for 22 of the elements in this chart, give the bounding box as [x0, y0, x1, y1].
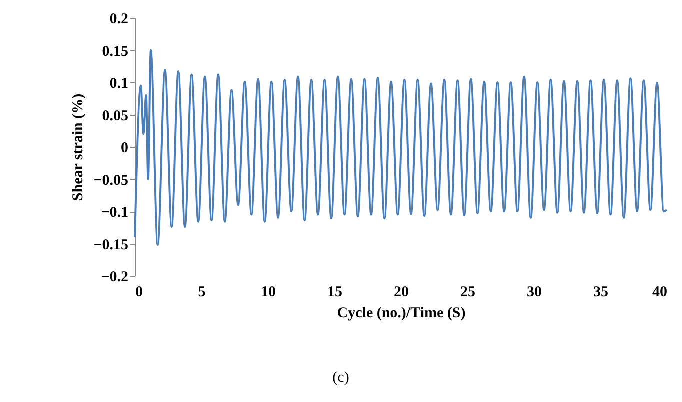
- x-tick-label: 35: [594, 284, 608, 300]
- x-tick-label: 0: [136, 284, 143, 300]
- y-tick-label: −0.15: [94, 237, 128, 254]
- x-tick-label: 20: [394, 284, 409, 300]
- x-tick-label: 10: [261, 284, 276, 300]
- line-series: [134, 49, 668, 246]
- x-tick-label: 15: [328, 284, 342, 300]
- x-tick-label: 40: [652, 284, 668, 300]
- y-tick-label: 0.15: [102, 44, 128, 60]
- y-axis-title: Shear strain (%): [70, 94, 87, 202]
- y-tick-label: 0.1: [110, 76, 128, 92]
- x-tick-label: 25: [460, 284, 476, 300]
- x-tick-label: 5: [198, 284, 206, 300]
- y-tick-label: 0: [121, 140, 128, 156]
- y-tick-label: −0.1: [101, 205, 128, 221]
- y-tick-label: 0.2: [110, 12, 128, 28]
- x-tick-label: 30: [527, 284, 542, 300]
- x-axis-title: Cycle (no.)/Time (S): [337, 306, 466, 322]
- text: (c): [332, 370, 350, 387]
- y-tick-label: −0.2: [101, 270, 128, 286]
- y-tick-label: 0.05: [102, 108, 128, 124]
- y-tick-label: −0.05: [94, 172, 128, 189]
